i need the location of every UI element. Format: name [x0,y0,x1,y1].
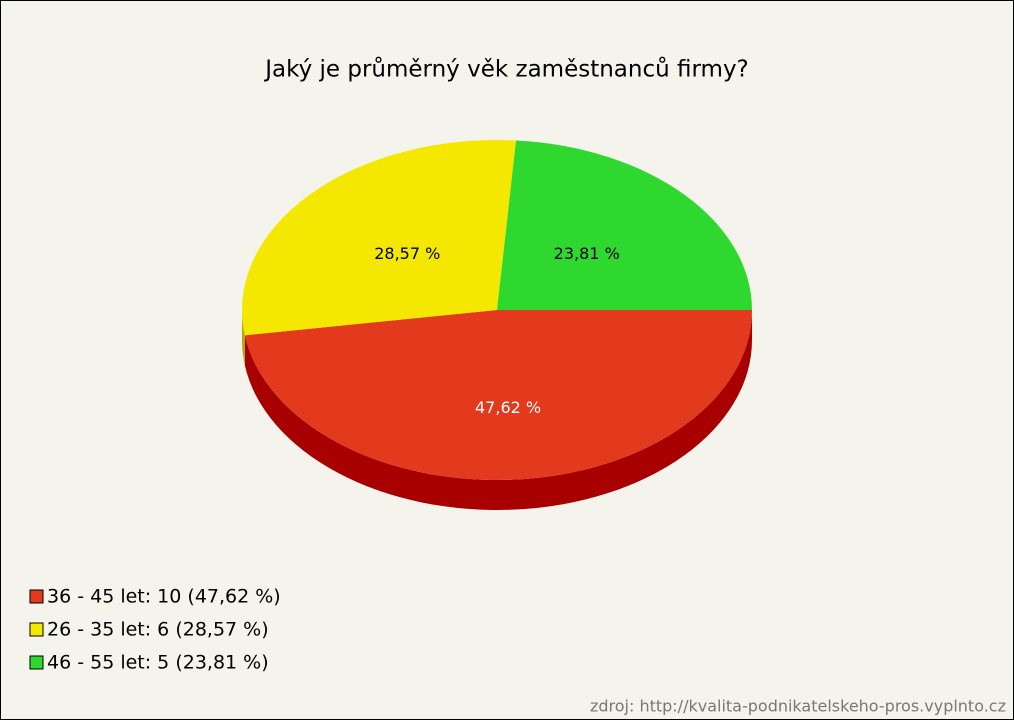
pie-slice [244,310,752,480]
data-label: 23,81 % [554,244,620,263]
legend-label: 36 - 45 let: 10 (47,62 %) [47,586,281,608]
data-label: 47,62 % [475,398,541,417]
legend-swatch [29,622,44,637]
legend-swatch [29,655,44,670]
slice-side [242,310,245,366]
source: zdroj: http://kvalita-podnikatelskeho-pr… [590,697,1006,716]
legend-label: 26 - 35 let: 6 (28,57 %) [47,619,269,641]
pie-slice [497,140,752,310]
pie-slice [242,139,517,336]
chart-title: Jaký je průměrný věk zaměstnanců firmy? [263,56,749,83]
slice-side [244,310,752,510]
data-label: 28,57 % [374,244,440,263]
legend-label: 46 - 55 let: 5 (23,81 %) [47,652,269,674]
legend-swatch [29,589,44,604]
